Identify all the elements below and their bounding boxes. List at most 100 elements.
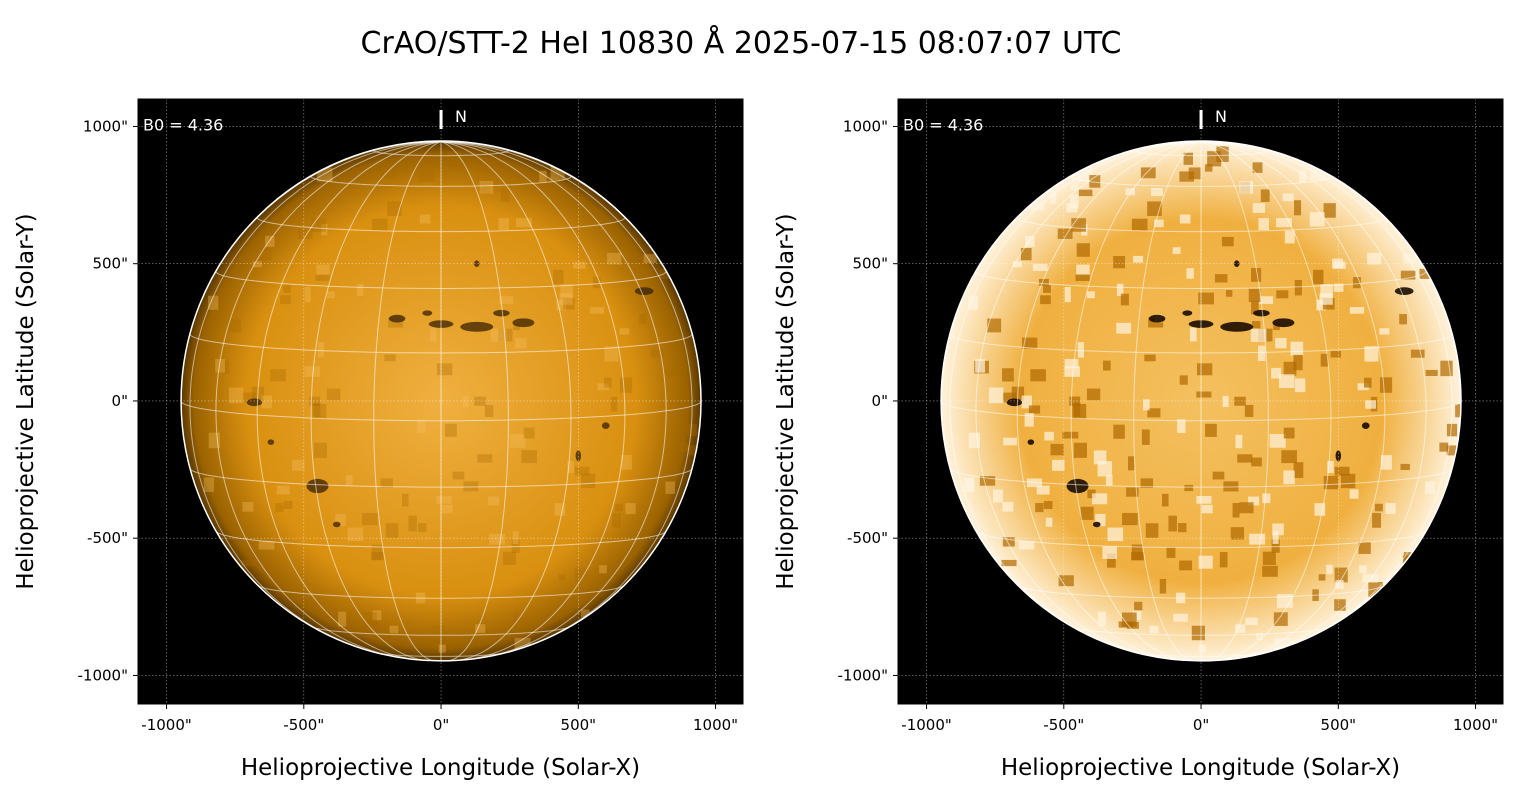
- b0-annotation: B0 = 4.36: [903, 115, 983, 134]
- x-axis-label: Helioprojective Longitude (Solar-X): [1001, 755, 1400, 781]
- texture-patch: [1184, 484, 1194, 492]
- dark-filament: [473, 260, 480, 267]
- texture-patch: [1271, 539, 1280, 553]
- texture-patch: [1275, 218, 1292, 228]
- texture-patch: [445, 423, 457, 437]
- texture-patch: [1044, 431, 1054, 441]
- texture-patch: [1043, 285, 1051, 293]
- texture-patch: [1372, 512, 1382, 528]
- texture-patch: [384, 354, 396, 362]
- texture-patch: [1316, 299, 1327, 311]
- texture-patch: [276, 485, 290, 495]
- x-tick-label: -1000": [141, 716, 192, 734]
- texture-patch: [1226, 290, 1233, 297]
- texture-patch: [1283, 361, 1297, 376]
- texture-patch: [1283, 427, 1295, 439]
- texture-patch: [1327, 460, 1334, 473]
- texture-patch: [1440, 360, 1453, 377]
- texture-patch: [484, 404, 494, 417]
- texture-patch: [1380, 455, 1392, 470]
- dark-filament: [332, 521, 341, 528]
- texture-patch: [574, 567, 588, 583]
- texture-patch: [1103, 360, 1111, 371]
- texture-patch: [1040, 295, 1051, 305]
- texture-patch: [1260, 189, 1270, 203]
- texture-patch: [1191, 625, 1205, 641]
- texture-patch: [347, 527, 364, 542]
- texture-patch: [1086, 388, 1101, 401]
- y-axis-label: Helioprojective Latitude (Solar-Y): [13, 213, 39, 589]
- texture-patch: [380, 167, 396, 179]
- texture-patch: [1173, 613, 1188, 622]
- x-tick-label: -500": [1043, 716, 1084, 734]
- dark-filament: [246, 398, 263, 407]
- texture-patch: [1259, 296, 1274, 304]
- texture-patch: [1149, 625, 1159, 634]
- texture-patch: [242, 392, 257, 403]
- texture-patch: [679, 442, 689, 452]
- disk-texture: [963, 141, 1462, 653]
- texture-patch: [1400, 270, 1416, 280]
- meridian-line: [1133, 141, 1202, 662]
- y-tick-label: -500": [847, 529, 888, 547]
- texture-patch: [1251, 457, 1262, 467]
- texture-patch: [512, 531, 519, 544]
- meridian-line: [215, 141, 442, 659]
- texture-patch: [338, 611, 347, 627]
- disk-texture: [203, 151, 701, 653]
- texture-patch: [292, 459, 305, 471]
- texture-patch: [1052, 459, 1065, 471]
- texture-patch: [1232, 503, 1240, 518]
- texture-patch: [242, 502, 254, 512]
- texture-patch: [1131, 218, 1148, 231]
- texture-patch: [975, 359, 985, 373]
- texture-patch: [1120, 293, 1129, 306]
- texture-patch: [1341, 609, 1350, 618]
- texture-patch: [1071, 218, 1086, 232]
- dark-filament: [1335, 450, 1342, 462]
- texture-patch: [242, 537, 255, 547]
- texture-patch: [1379, 328, 1390, 335]
- texture-patch: [408, 515, 417, 532]
- texture-patch: [558, 574, 566, 581]
- texture-patch: [498, 218, 510, 231]
- texture-patch: [1002, 368, 1014, 382]
- texture-patch: [502, 551, 516, 566]
- texture-patch: [567, 460, 574, 473]
- texture-patch: [1030, 369, 1046, 382]
- meridian-line: [440, 141, 667, 659]
- texture-patch: [1093, 450, 1107, 465]
- texture-patch: [1380, 377, 1393, 393]
- texture-patch: [1001, 559, 1017, 567]
- texture-patch: [214, 360, 229, 374]
- texture-patch: [1116, 283, 1124, 296]
- texture-patch: [1219, 552, 1228, 568]
- texture-patch: [447, 151, 462, 167]
- texture-patch: [258, 540, 275, 550]
- texture-patch: [1364, 346, 1379, 362]
- texture-patch: [1105, 475, 1113, 486]
- north-label: N: [1215, 107, 1227, 126]
- texture-patch: [438, 644, 446, 653]
- texture-patch: [1062, 431, 1079, 439]
- y-tick-label: -500": [87, 529, 128, 547]
- texture-patch: [523, 427, 535, 439]
- texture-patch: [574, 466, 590, 476]
- parallel-line: [1016, 217, 1386, 233]
- texture-patch: [1057, 228, 1073, 239]
- texture-patch: [1035, 503, 1044, 513]
- texture-patch: [1189, 327, 1197, 342]
- texture-patch: [1239, 180, 1254, 194]
- texture-patch: [345, 475, 353, 486]
- parallel-line: [256, 217, 626, 233]
- dark-filament: [1394, 287, 1414, 295]
- texture-patch: [1425, 481, 1436, 494]
- texture-patch: [260, 248, 272, 261]
- texture-patch: [686, 445, 701, 456]
- dark-filament: [1253, 309, 1270, 317]
- texture-patch: [1147, 408, 1161, 418]
- dark-filament: [512, 318, 535, 328]
- texture-patch: [1089, 175, 1101, 188]
- texture-patch: [499, 296, 514, 304]
- texture-patch: [431, 625, 445, 641]
